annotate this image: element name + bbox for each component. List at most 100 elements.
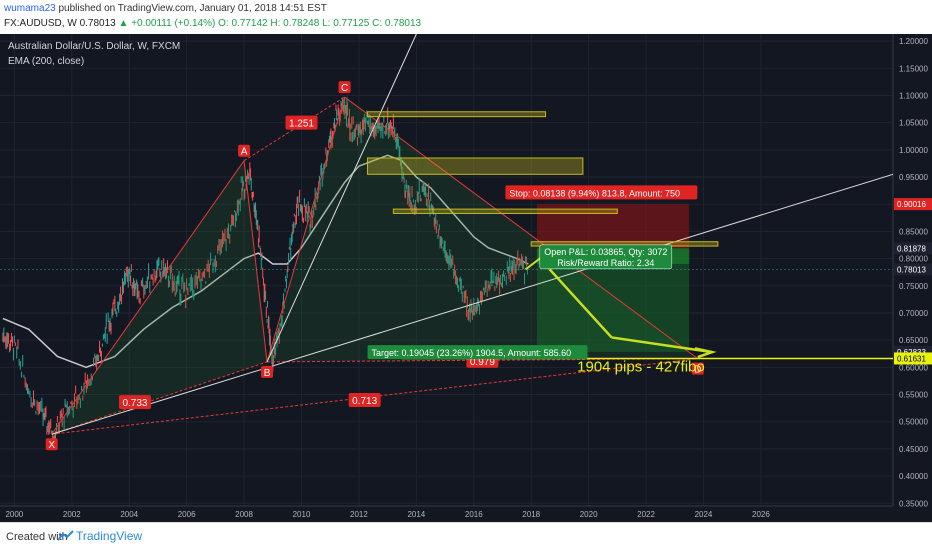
ratio-label: 0.733 [122, 398, 147, 409]
x-tick-label: 2000 [5, 510, 23, 519]
pattern-point-marker [261, 365, 274, 378]
y-tick-label: 0.75000 [899, 282, 928, 291]
resistance-zone [392, 208, 618, 214]
y-tick-label: 0.45000 [899, 445, 928, 454]
price-axis-label: 0.81878 [897, 244, 926, 253]
x-tick-label: 2006 [178, 510, 196, 519]
pattern-point-label: D [694, 365, 701, 376]
publisher-name[interactable]: wumama23 [4, 3, 56, 14]
ratio-badge [348, 392, 381, 407]
high-value: H: 0.78248 [270, 18, 320, 29]
pattern-point-marker [238, 144, 251, 157]
y-tick-label: 0.50000 [899, 418, 928, 427]
last-price: 0.78013 [79, 18, 116, 29]
pattern-leg [266, 96, 346, 363]
xb-line [51, 361, 268, 435]
x-tick-label: 2008 [235, 510, 253, 519]
x-tick-label: 2022 [637, 510, 655, 519]
footer: Created with TradingView [0, 522, 932, 551]
close-value: C: 0.78013 [372, 18, 422, 29]
chart-area[interactable]: 1.20000 1.15000 1.10000 1.05000 1.00000 0.950… [0, 34, 932, 522]
publish-info: wumama23 published on TradingView.com, J… [4, 3, 327, 14]
pattern-point-label: C [341, 83, 348, 94]
y-tick-label: 0.80000 [899, 255, 928, 264]
price-axis [893, 34, 932, 522]
pattern-leg [243, 160, 268, 362]
ohlc-info: FX:AUDUSD, W 0.78013 ▲ +0.00111 (+0.14%)… [4, 18, 421, 29]
ema-line [2, 154, 529, 369]
y-tick-label: 0.70000 [899, 309, 928, 318]
ratio-badge [118, 395, 151, 410]
x-tick-label: 2004 [120, 510, 138, 519]
pattern-leg [344, 96, 699, 360]
y-tick-label: 1.05000 [899, 119, 928, 128]
xab-triangle [51, 160, 268, 435]
price-axis-label: 0.62833 [897, 348, 926, 357]
price-chart[interactable]: 1.20000 1.15000 1.10000 1.05000 1.00000 0.950… [0, 34, 932, 522]
pips-annotation: 1904 pips - 427fibo [577, 358, 705, 375]
published-text: published on TradingView.com, January 01… [58, 3, 327, 14]
ratio-label: 1.251 [289, 119, 314, 130]
x-tick-label: 2016 [465, 510, 483, 519]
target-badge [367, 345, 588, 360]
y-tick-label: 0.95000 [899, 173, 928, 182]
created-with-text: Created with [6, 531, 68, 543]
tradingview-logo-icon [58, 530, 74, 541]
legend-instrument: Australian Dollar/U.S. Dollar, W, FXCM [8, 41, 180, 52]
up-arrow-icon: ▲ [118, 18, 129, 29]
pattern-point-marker [45, 438, 58, 451]
y-tick-label: 1.15000 [899, 64, 928, 73]
x-tick-label: 2026 [752, 510, 770, 519]
y-tick-label: 1.10000 [899, 91, 928, 100]
pattern-point-marker [338, 81, 351, 94]
price-axis-label-bg [894, 352, 932, 365]
pnl-label: Open P&L: 0.03865, Qty: 3072 [544, 247, 667, 257]
x-tick-label: 2002 [63, 510, 81, 519]
trendline-long [51, 173, 894, 435]
y-tick-label: 0.40000 [899, 472, 928, 481]
y-tick-label: 1.20000 [899, 37, 928, 46]
pattern-point-marker [691, 362, 704, 375]
legend-indicator: EMA (200, close) [8, 56, 84, 67]
x-tick-label: 2024 [695, 510, 713, 519]
y-tick-label: 0.55000 [899, 391, 928, 400]
x-tick-label: 2020 [580, 510, 598, 519]
x-tick-label: 2018 [522, 510, 540, 519]
stop-label: Stop: 0.08138 (9.94%) 813.8, Amount: 750 [509, 188, 680, 198]
price-axis-label-bg [894, 242, 932, 255]
pattern-leg [51, 160, 245, 435]
pattern-point-label: A [241, 147, 248, 158]
target-label: Target: 0.19045 (23.26%) 1904.5, Amount:… [372, 348, 572, 358]
stop-zone [536, 204, 690, 249]
resistance-zone [367, 111, 547, 118]
rr-label: Risk/Reward Ratio: 2.34 [557, 258, 654, 268]
pattern-layer: X A B C D 0.733 1.251 0.979 0.713 [45, 34, 894, 451]
ratio-label: 0.713 [352, 396, 377, 407]
tradingview-brand[interactable]: TradingView [76, 529, 143, 543]
y-tick-label: 1.00000 [899, 146, 928, 155]
pnl-badge [539, 244, 673, 270]
resistance-zone [367, 157, 584, 175]
y-tick-label: 0.60000 [899, 363, 928, 372]
price-axis-label: 0.90016 [897, 200, 926, 209]
ratio-label: 0.979 [470, 357, 495, 368]
symbol-label: FX:AUDUSD, W [4, 18, 77, 29]
y-tick-label: 0.65000 [899, 336, 928, 345]
price-axis-label: 0.61631 [897, 354, 926, 363]
trendline-steep [266, 34, 417, 363]
pattern-point-label: X [48, 440, 55, 451]
grid [0, 34, 893, 506]
price-layer [2, 97, 528, 444]
x-tick-label: 2012 [350, 510, 368, 519]
x-tick-label: 2014 [407, 510, 425, 519]
arrow-shaft [538, 257, 613, 339]
y-tick-label: 0.85000 [899, 227, 928, 236]
chart-header: wumama23 published on TradingView.com, J… [0, 0, 932, 34]
y-tick-label: 0.35000 [899, 499, 928, 508]
ratio-badge [285, 115, 318, 130]
zones-layer [367, 111, 719, 247]
ema-layer [2, 154, 529, 369]
price-change: +0.00111 (+0.14%) [131, 18, 216, 29]
price-axis-label: 0.78013 [897, 265, 926, 274]
